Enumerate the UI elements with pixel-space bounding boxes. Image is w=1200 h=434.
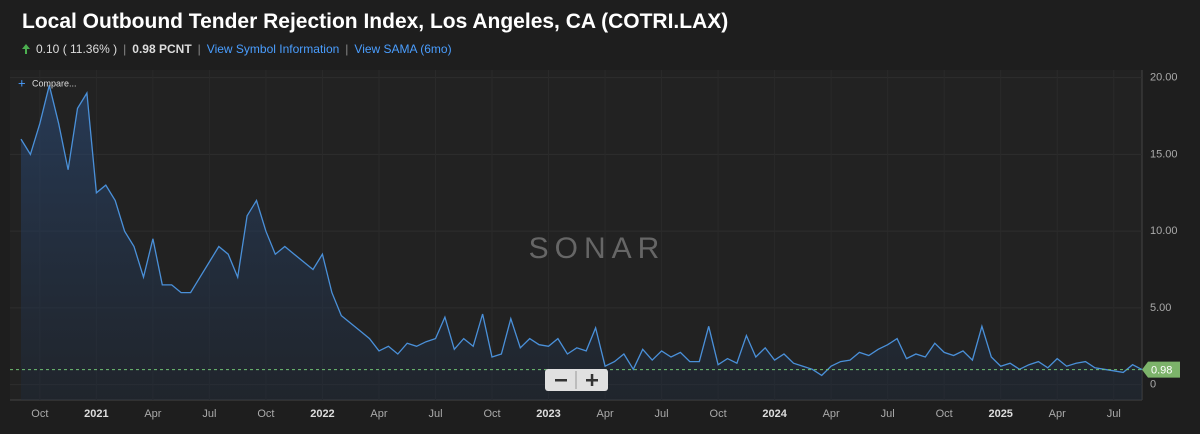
- zoom-in[interactable]: [586, 374, 598, 386]
- x-tick-label: Jul: [202, 408, 216, 420]
- x-tick-label: Apr: [370, 408, 387, 420]
- x-tick-label: 2025: [988, 408, 1012, 420]
- x-tick-label: 2021: [84, 408, 108, 420]
- x-tick-label: 2022: [310, 408, 334, 420]
- last-value-label: 0.98: [1151, 365, 1172, 377]
- separator: |: [197, 42, 201, 56]
- link[interactable]: View Symbol Information: [206, 42, 340, 56]
- x-tick-label: 2024: [762, 408, 787, 420]
- zoom-out[interactable]: [555, 379, 567, 382]
- x-tick-label: Oct: [710, 408, 727, 420]
- change: 0.10 ( 11.36% ): [36, 42, 118, 56]
- y-tick-label: 5.00: [1150, 302, 1171, 314]
- compare[interactable]: Compare...: [32, 78, 77, 88]
- y-tick-label: 15.00: [1150, 148, 1178, 160]
- x-tick-label: Oct: [257, 408, 274, 420]
- x-tick-label: Jul: [655, 408, 669, 420]
- x-tick-label: 2023: [536, 408, 560, 420]
- subheader: 0.10 ( 11.36% ) | 0.98 PCNT | View Symbo…: [22, 42, 728, 56]
- x-tick-label: Oct: [31, 408, 48, 420]
- zoom-controls: [545, 369, 608, 391]
- link[interactable]: View SAMA (6mo): [354, 42, 452, 56]
- x-tick-label: Oct: [483, 408, 500, 420]
- x-tick-label: Apr: [596, 408, 613, 420]
- y-tick-label: 10.00: [1150, 225, 1178, 237]
- separator: |: [123, 42, 127, 56]
- area: [21, 85, 1142, 401]
- watermark: SONAR: [529, 232, 666, 265]
- x-tick-label: Jul: [428, 408, 442, 420]
- separator: |: [345, 42, 349, 56]
- compare-icon[interactable]: +: [18, 75, 26, 90]
- x-tick-label: Apr: [823, 408, 840, 420]
- y-tick-label: 20.00: [1150, 72, 1178, 84]
- x-tick-label: Apr: [144, 408, 161, 420]
- last-value-tag: [1142, 361, 1180, 378]
- x-tick-label: Jul: [1107, 408, 1121, 420]
- x-tick-label: Oct: [936, 408, 953, 420]
- line: [20, 85, 1143, 377]
- up-arrow: [22, 44, 30, 54]
- x-tick-label: Jul: [881, 408, 895, 420]
- x-tick-label: Apr: [1049, 408, 1066, 420]
- y-tick-label: 0: [1150, 379, 1156, 391]
- chart-title: Local Outbound Tender Rejection Index, L…: [22, 10, 729, 33]
- header: Local Outbound Tender Rejection Index, L…: [22, 10, 728, 56]
- last-value: 0.98 PCNT: [132, 42, 192, 56]
